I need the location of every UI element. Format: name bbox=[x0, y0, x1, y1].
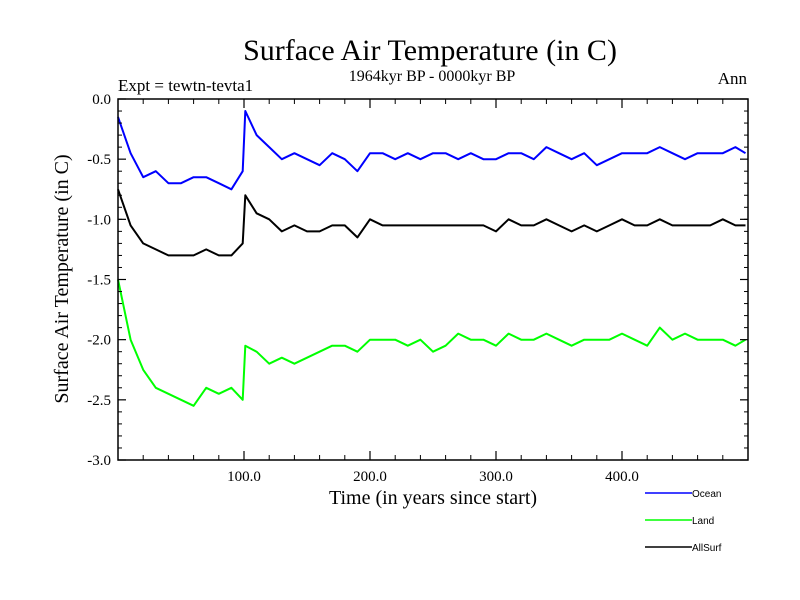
x-tick-label: 100.0 bbox=[227, 469, 261, 485]
series-line-ocean bbox=[117, 110, 747, 191]
y-tick-label: -1.0 bbox=[87, 212, 111, 228]
legend: Ocean Land AllSurf bbox=[645, 489, 722, 554]
y-tick-label: -3.0 bbox=[87, 453, 111, 469]
y-tick-label: 0.0 bbox=[92, 92, 111, 108]
series-layer bbox=[117, 110, 747, 407]
chart-title: Surface Air Temperature (in C) bbox=[243, 34, 617, 67]
experiment-label: Expt = tewtn-tevta1 bbox=[118, 76, 253, 95]
axis-layer: 0.0 -0.5 -1.0 -1.5 -2.0 -2.5 -3.0 100.0 200.0 300… bbox=[87, 92, 748, 485]
chart-subtitle: 1964kyr BP - 0000kyr BP bbox=[349, 68, 516, 85]
y-tick-label: -2.0 bbox=[87, 333, 111, 349]
x-tick-label: 300.0 bbox=[479, 469, 513, 485]
legend-label-ocean: Ocean bbox=[692, 489, 721, 500]
y-axis-label: Surface Air Temperature (in C) bbox=[51, 154, 73, 403]
x-axis-label: Time (in years since start) bbox=[329, 487, 537, 509]
season-label: Ann bbox=[718, 69, 748, 88]
series-line-land bbox=[117, 279, 747, 407]
x-tick-label: 200.0 bbox=[353, 469, 387, 485]
y-tick-label: -2.5 bbox=[87, 393, 111, 409]
y-tick-label: -0.5 bbox=[87, 152, 111, 168]
legend-label-allsurf: AllSurf bbox=[692, 543, 722, 554]
y-tick-label: -1.5 bbox=[87, 273, 111, 289]
legend-label-land: Land bbox=[692, 516, 714, 527]
series-line-allsurf bbox=[117, 188, 746, 257]
x-tick-label: 400.0 bbox=[605, 469, 639, 485]
